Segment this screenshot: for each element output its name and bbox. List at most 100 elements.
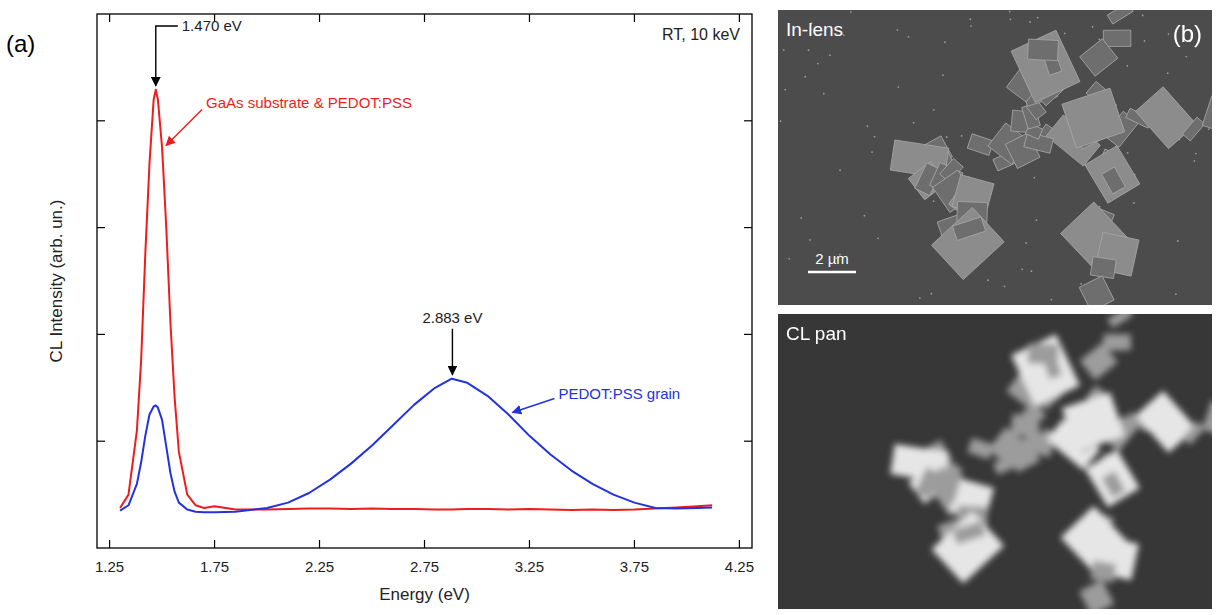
- panel-b: In-lens2 µmCL pan(b): [778, 3, 1219, 615]
- particle: [1127, 152, 1129, 154]
- particle: [961, 135, 963, 137]
- particle: [804, 76, 806, 78]
- particle: [1168, 33, 1170, 35]
- grain: [931, 207, 1004, 279]
- grain: [1135, 391, 1196, 453]
- image-label: In-lens: [786, 19, 843, 40]
- panel-a: 1.251.752.252.753.253.754.25Energy (eV)C…: [6, 14, 754, 604]
- particle: [933, 200, 935, 202]
- particle: [1208, 128, 1210, 130]
- particle: [1009, 18, 1011, 20]
- grain: [1062, 392, 1125, 452]
- particle: [1004, 286, 1006, 288]
- particle: [1126, 65, 1128, 67]
- series-label: PEDOT:PSS grain: [558, 385, 680, 402]
- grain: [1102, 471, 1126, 498]
- label-arrow: [512, 399, 554, 413]
- series-label: GaAs substrate & PEDOT:PSS: [206, 94, 412, 111]
- grain: [1182, 117, 1204, 141]
- grain: [953, 217, 986, 241]
- x-tick: [319, 540, 320, 548]
- x-tick-label: 3.25: [515, 558, 544, 575]
- particle: [1175, 293, 1177, 295]
- x-tick-label: 4.25: [725, 558, 754, 575]
- x-tick: [319, 14, 320, 22]
- grain: [1028, 39, 1059, 61]
- particle: [919, 297, 921, 299]
- particle: [1009, 11, 1011, 13]
- grain: [1107, 10, 1133, 24]
- particle: [1185, 56, 1187, 58]
- particle: [808, 49, 810, 51]
- particle: [946, 136, 948, 138]
- y-axis-title: CL Intensity (arb. un.): [47, 200, 66, 363]
- scale-bar-label: 2 µm: [815, 250, 849, 267]
- x-tick: [529, 14, 530, 22]
- x-tick: [424, 540, 425, 548]
- x-tick: [214, 540, 215, 548]
- grains-glow: [890, 314, 1212, 609]
- y-tick: [744, 441, 752, 442]
- particle: [843, 34, 845, 36]
- x-tick-label: 1.75: [200, 558, 229, 575]
- particle: [897, 86, 899, 88]
- series-line: [120, 90, 712, 510]
- particle: [970, 25, 972, 27]
- particle: [867, 125, 869, 127]
- particle: [1133, 202, 1135, 204]
- x-tick: [109, 14, 110, 22]
- grains: [890, 10, 1212, 305]
- particle: [1035, 219, 1037, 221]
- particle: [1025, 242, 1027, 244]
- grain: [1135, 87, 1196, 149]
- grain: [1085, 450, 1140, 507]
- x-tick: [634, 14, 635, 22]
- plot-data: [120, 90, 712, 512]
- y-tick: [97, 120, 105, 121]
- particle: [823, 93, 825, 95]
- image-label: CL pan: [786, 323, 847, 344]
- x-axis-title: Energy (eV): [379, 585, 470, 604]
- particle: [1098, 38, 1100, 40]
- x-tick-label: 3.75: [620, 558, 649, 575]
- scale-bar: [808, 271, 856, 274]
- particle: [1031, 270, 1033, 272]
- particle: [913, 122, 915, 124]
- particle: [1021, 268, 1023, 270]
- image-background: [778, 10, 1212, 305]
- y-tick: [97, 227, 105, 228]
- x-tick: [739, 14, 740, 22]
- particle: [871, 151, 873, 153]
- particle: [1029, 21, 1031, 23]
- x-tick-label: 1.25: [95, 558, 124, 575]
- particle: [1080, 283, 1082, 285]
- particle: [1033, 177, 1035, 179]
- x-tick: [634, 540, 635, 548]
- grain: [1079, 580, 1114, 609]
- particle: [829, 54, 831, 56]
- plot-frame: [97, 14, 752, 548]
- particle: [877, 237, 879, 239]
- particle: [1092, 26, 1094, 28]
- y-tick: [97, 334, 105, 335]
- grain: [1202, 400, 1212, 436]
- particle: [809, 239, 811, 241]
- panel-label: (a): [6, 30, 35, 57]
- grain: [1011, 334, 1080, 406]
- particle: [817, 63, 819, 65]
- grain: [1028, 343, 1059, 365]
- grain: [1090, 257, 1116, 279]
- particle: [1050, 299, 1052, 301]
- grain: [1182, 421, 1204, 445]
- grain: [931, 511, 1004, 583]
- particle: [780, 120, 782, 122]
- particle: [1144, 40, 1146, 42]
- particle: [1037, 17, 1039, 19]
- grain: [1080, 39, 1118, 76]
- particle: [839, 169, 841, 171]
- x-tick: [109, 540, 110, 548]
- grain: [953, 521, 986, 545]
- grain: [1103, 30, 1131, 46]
- particle: [942, 74, 944, 76]
- particle: [850, 11, 852, 13]
